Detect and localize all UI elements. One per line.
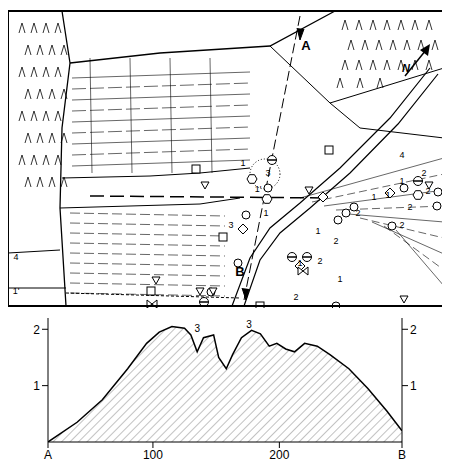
- svg-text:3: 3: [246, 319, 252, 330]
- svg-text:A: A: [44, 448, 52, 462]
- svg-text:N: N: [402, 62, 411, 74]
- svg-text:B: B: [398, 448, 406, 462]
- svg-text:2: 2: [355, 208, 360, 218]
- svg-text:2: 2: [293, 292, 298, 302]
- svg-text:2: 2: [425, 186, 430, 196]
- svg-text:1: 1: [240, 158, 245, 168]
- svg-text:4: 4: [399, 150, 404, 160]
- svg-text:2: 2: [421, 168, 426, 178]
- svg-text:A: A: [301, 38, 311, 53]
- svg-text:3: 3: [228, 220, 233, 230]
- svg-text:1: 1: [33, 379, 40, 393]
- svg-text:3: 3: [194, 323, 200, 334]
- svg-text:1: 1: [337, 274, 342, 284]
- svg-text:100: 100: [143, 448, 163, 462]
- svg-text:200: 200: [269, 448, 289, 462]
- svg-text:1: 1: [297, 258, 302, 268]
- svg-text:2: 2: [317, 256, 322, 266]
- svg-text:1: 1: [315, 226, 320, 236]
- svg-text:1': 1': [13, 286, 20, 296]
- svg-text:B: B: [235, 264, 244, 279]
- svg-text:1: 1: [399, 176, 404, 186]
- svg-text:4: 4: [13, 252, 18, 262]
- svg-text:1': 1': [255, 184, 262, 194]
- svg-text:1: 1: [385, 190, 390, 200]
- svg-text:1: 1: [410, 379, 417, 393]
- svg-text:2: 2: [333, 236, 338, 246]
- svg-text:1: 1: [263, 208, 268, 218]
- svg-text:2: 2: [407, 202, 412, 212]
- svg-text:1: 1: [371, 192, 376, 202]
- svg-text:2: 2: [33, 323, 40, 337]
- svg-text:2: 2: [410, 323, 417, 337]
- svg-text:2: 2: [399, 220, 404, 230]
- svg-text:3: 3: [265, 168, 270, 178]
